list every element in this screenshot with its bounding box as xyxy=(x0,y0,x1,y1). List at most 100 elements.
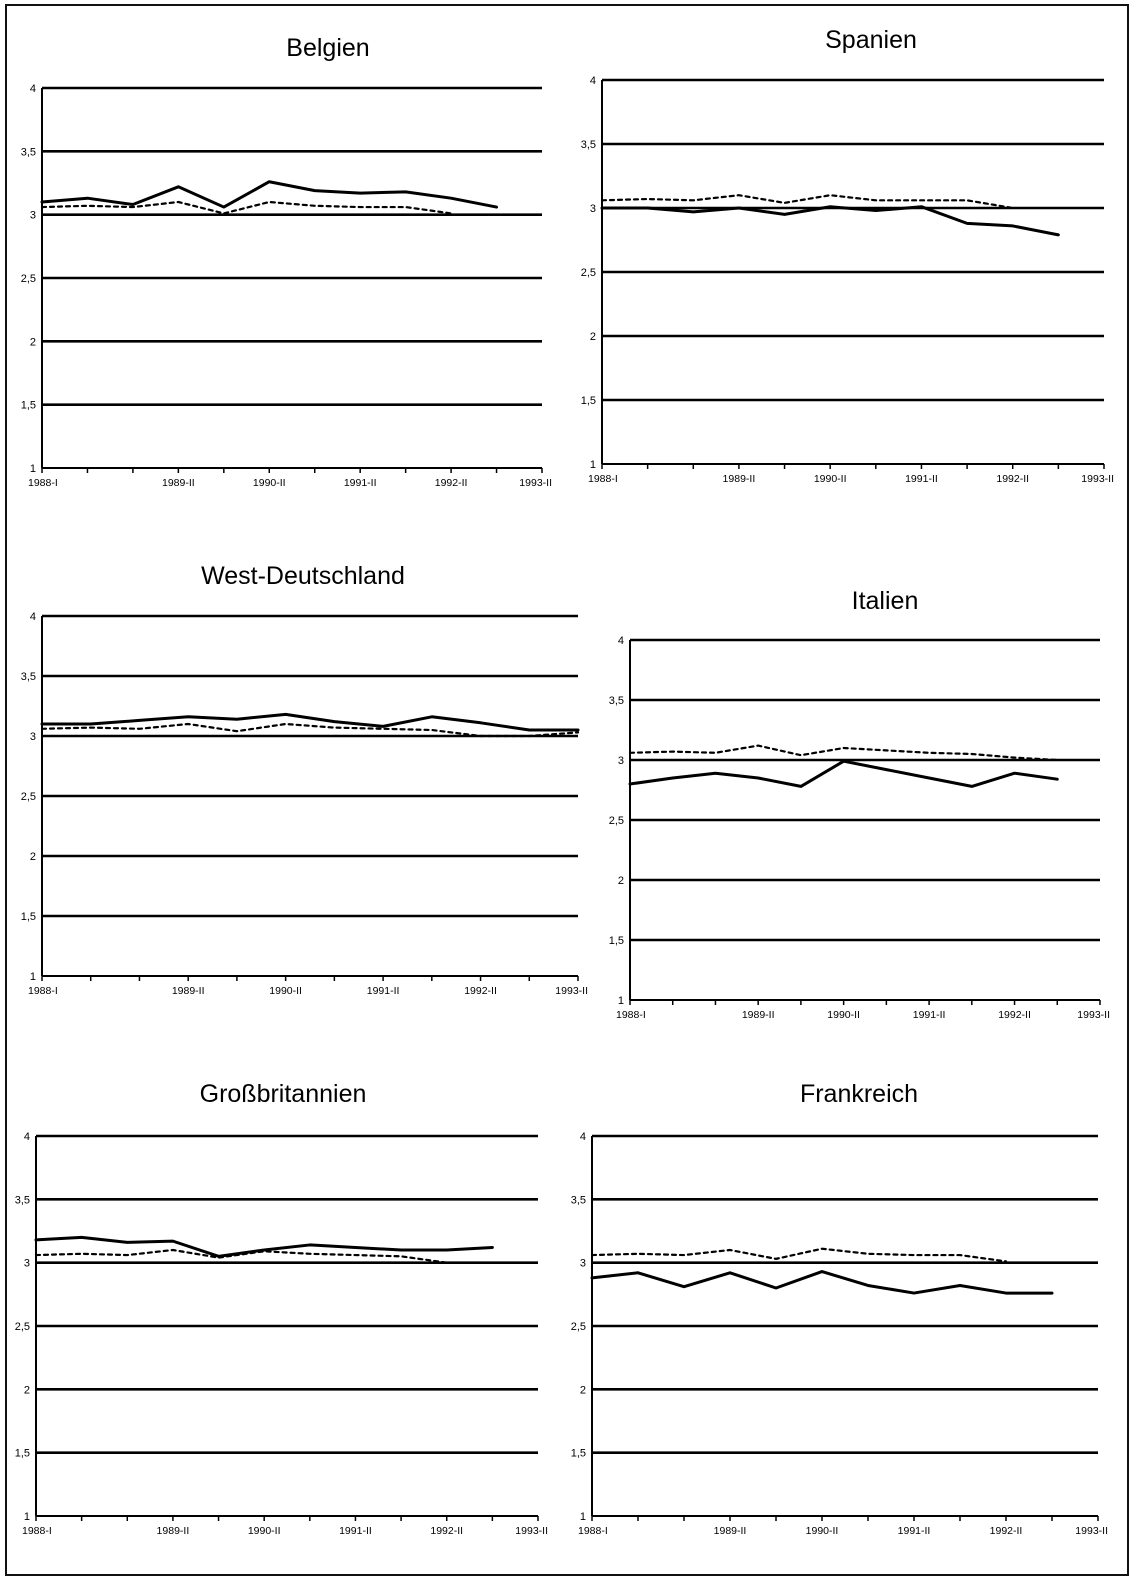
x-tick-label: 1990-II xyxy=(269,985,302,997)
chart-title: Italien xyxy=(851,587,919,615)
y-tick-label: 2,5 xyxy=(21,273,36,285)
x-tick-label: 1989-II xyxy=(172,985,205,997)
series-dotted-line xyxy=(40,200,453,215)
y-tick-label: 1 xyxy=(24,1511,30,1523)
y-tick-label: 4 xyxy=(30,611,36,623)
x-tick-label: 1988-I xyxy=(578,1525,608,1537)
y-tick-label: 1,5 xyxy=(609,935,624,947)
x-tick-label: 1990-II xyxy=(253,477,286,489)
y-tick-label: 1,5 xyxy=(571,1448,586,1460)
chart-title: Großbritannien xyxy=(199,1080,367,1108)
x-tick-label: 1991-II xyxy=(367,985,400,997)
series-solid-line xyxy=(34,1235,494,1258)
x-tick-label: 1992-II xyxy=(464,985,497,997)
x-tick-label: 1990-II xyxy=(814,473,847,485)
y-tick-label: 3,5 xyxy=(21,146,36,158)
y-tick-label: 4 xyxy=(30,83,36,95)
y-tick-label: 3,5 xyxy=(581,139,596,151)
y-tick-label: 4 xyxy=(618,635,624,647)
x-tick-label: 1991-II xyxy=(905,473,938,485)
series-dotted-line xyxy=(590,1247,1008,1263)
chart-title: Spanien xyxy=(825,26,917,54)
chart-west-deutschland: West-Deutschland 1 1,5 2 2,5 3 3,5 4 1988-I 1989… xyxy=(8,560,588,1010)
series-solid-line xyxy=(600,205,1060,237)
y-tick-label: 2,5 xyxy=(571,1321,586,1333)
x-tick-label: 1989-II xyxy=(162,477,195,489)
chart-title: Frankreich xyxy=(799,1080,919,1108)
series-dotted-line xyxy=(600,194,1014,210)
series-dotted-line xyxy=(40,722,580,738)
y-tick-label: 4 xyxy=(580,1131,586,1143)
chart-plot: 1 1,5 2 2,5 3 3,5 4 1988-I 1989-II 1990-II 1991-II… xyxy=(581,75,1114,485)
y-tick-label: 2 xyxy=(30,336,36,348)
y-tick-label: 2,5 xyxy=(581,267,596,279)
y-tick-label: 1,5 xyxy=(581,395,596,407)
y-tick-label: 1 xyxy=(30,971,36,983)
x-tick-label: 1993-II xyxy=(1075,1525,1108,1537)
x-tick-label: 1988-I xyxy=(28,985,58,997)
x-tick-label: 1993-II xyxy=(1081,473,1114,485)
x-tick-label: 1991-II xyxy=(339,1525,372,1537)
series-solid-line xyxy=(40,180,499,209)
x-tick-label: 1991-II xyxy=(913,1009,946,1021)
y-tick-label: 4 xyxy=(24,1131,30,1143)
x-tick-label: 1993-II xyxy=(1077,1009,1110,1021)
x-tick-label: 1989-II xyxy=(714,1525,747,1537)
series-dotted-line xyxy=(628,744,1059,762)
y-tick-label: 2,5 xyxy=(15,1321,30,1333)
y-tick-label: 1 xyxy=(618,995,624,1007)
x-tick-label: 1989-II xyxy=(742,1009,775,1021)
y-tick-label: 2,5 xyxy=(21,791,36,803)
x-tick-label: 1992-II xyxy=(990,1525,1023,1537)
page-frame xyxy=(5,4,1129,1576)
x-tick-label: 1991-II xyxy=(898,1525,931,1537)
y-tick-label: 2 xyxy=(590,331,596,343)
y-tick-label: 1,5 xyxy=(21,911,36,923)
chart-belgien: Belgien 1 1,5 2 2,5 3 3,5 4 1988-I 1989-II 1990-I… xyxy=(8,28,558,508)
x-tick-label: 1988-I xyxy=(22,1525,52,1537)
y-tick-label: 3 xyxy=(30,210,36,222)
y-tick-label: 3 xyxy=(24,1258,30,1270)
y-tick-label: 3,5 xyxy=(21,671,36,683)
x-tick-label: 1989-II xyxy=(723,473,756,485)
chart-plot: 1 1,5 2 2,5 3 3,5 4 1988-I 1989-II 1990-II 1991-II… xyxy=(21,611,588,997)
y-tick-label: 1 xyxy=(30,463,36,475)
series-solid-line xyxy=(628,759,1059,788)
y-tick-label: 3 xyxy=(590,203,596,215)
x-tick-label: 1990-II xyxy=(827,1009,860,1021)
y-tick-label: 2 xyxy=(580,1384,586,1396)
x-tick-label: 1993-II xyxy=(519,477,552,489)
x-tick-label: 1988-I xyxy=(28,477,58,489)
chart-title: West-Deutschland xyxy=(201,562,405,590)
x-tick-label: 1988-I xyxy=(588,473,618,485)
y-tick-label: 2 xyxy=(618,875,624,887)
x-tick-label: 1989-II xyxy=(157,1525,190,1537)
x-tick-label: 1990-II xyxy=(806,1525,839,1537)
y-tick-label: 1,5 xyxy=(15,1448,30,1460)
y-tick-label: 2 xyxy=(30,851,36,863)
y-tick-label: 3 xyxy=(580,1258,586,1270)
chart-plot: 1 1,5 2 2,5 3 3,5 4 1988-I 1989-II 1990-II 1991-II… xyxy=(609,635,1110,1021)
y-tick-label: 1,5 xyxy=(21,400,36,412)
chart-plot: 1 1,5 2 2,5 3 3,5 4 1988-I 1989-II 1990-II 1991-II… xyxy=(571,1131,1108,1537)
y-tick-label: 3,5 xyxy=(15,1194,30,1206)
x-tick-label: 1990-II xyxy=(248,1525,281,1537)
y-tick-label: 2,5 xyxy=(609,815,624,827)
y-tick-label: 3 xyxy=(618,755,624,767)
y-tick-label: 1 xyxy=(580,1511,586,1523)
x-tick-label: 1988-I xyxy=(616,1009,646,1021)
x-tick-label: 1991-II xyxy=(344,477,377,489)
y-tick-label: 2 xyxy=(24,1384,30,1396)
x-tick-label: 1992-II xyxy=(430,1525,463,1537)
chart-spanien: Spanien 1 1,5 2 2,5 3 3,5 4 1988-I 1989-II 1990-I… xyxy=(566,20,1126,500)
series-solid-line xyxy=(40,712,580,732)
chart-italien: Italien 1 1,5 2 2,5 3 3,5 4 1988-I 1989-II 1990-I… xyxy=(594,585,1126,1025)
chart-frankreich: Frankreich 1 1,5 2 2,5 3 3,5 4 1988-I 1989-II 199… xyxy=(562,1078,1126,1578)
y-tick-label: 3 xyxy=(30,731,36,743)
x-tick-label: 1993-II xyxy=(515,1525,548,1537)
y-tick-label: 1 xyxy=(590,459,596,471)
y-tick-label: 3,5 xyxy=(571,1194,586,1206)
x-tick-label: 1992-II xyxy=(998,1009,1031,1021)
series-dotted-line xyxy=(34,1248,448,1264)
x-tick-label: 1992-II xyxy=(996,473,1029,485)
